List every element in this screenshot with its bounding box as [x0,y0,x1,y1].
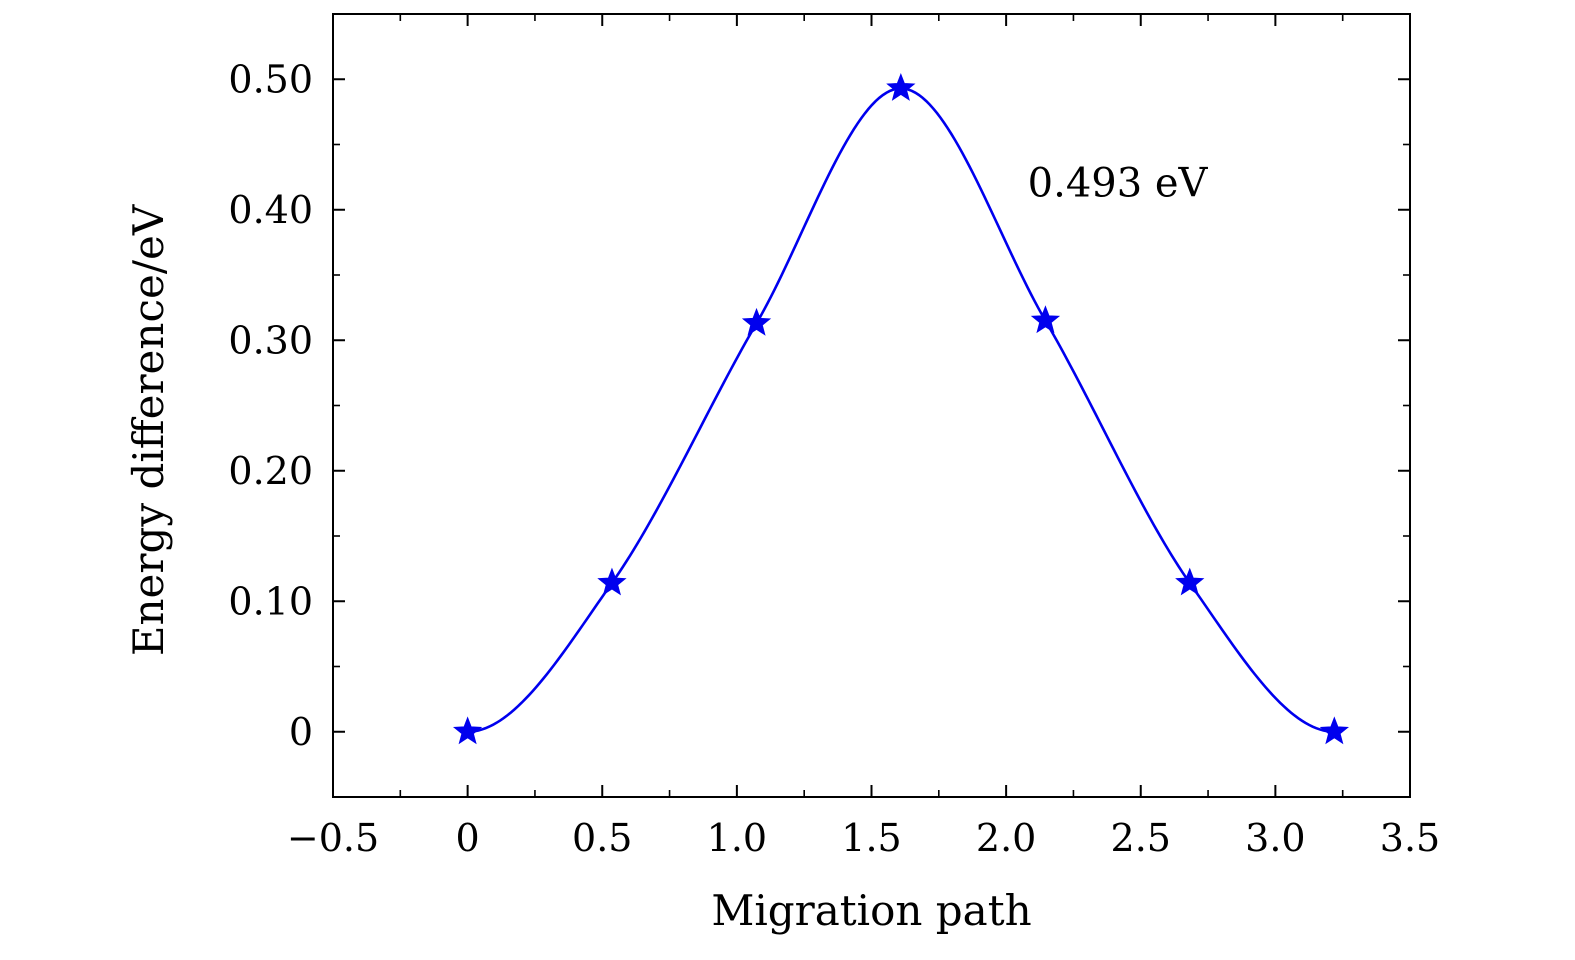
x-tick-label: 2.5 [1111,816,1171,860]
data-point-star [597,567,627,596]
peak-annotation: 0.493 eV [1028,161,1209,207]
y-axis-title: Energy difference/eV [124,204,173,656]
y-tick-label: 0.30 [228,318,313,362]
x-tick-label: 3.5 [1380,816,1440,860]
y-tick-label: 0.50 [228,57,313,101]
x-tick-label: −0.5 [287,816,379,860]
y-tick-label: 0 [289,710,313,754]
x-axis-title: Migration path [711,886,1031,935]
y-tick-label: 0.10 [228,579,313,623]
data-point-star [1319,716,1349,745]
x-tick-label: 3.0 [1245,816,1305,860]
data-point-star [452,716,483,745]
plot-frame [332,13,1411,798]
markers [452,73,1349,745]
data-point-star [886,73,916,101]
x-tick-labels: −0.5 0 0.5 1.0 1.5 2.0 2.5 3.0 3.5 [287,816,1440,860]
y-tick-label: 0.20 [228,449,313,493]
minor-ticks [333,13,1410,798]
data-point-star [1030,305,1061,334]
x-tick-label: 1.5 [841,816,901,860]
x-tick-label: 2.0 [976,816,1036,860]
y-tick-label: 0.40 [228,188,313,232]
y-tick-labels: 0 0.10 0.20 0.30 0.40 0.50 [228,57,313,754]
x-tick-label: 0 [456,816,480,860]
x-tick-label: 1.0 [707,816,767,860]
major-ticks [332,14,1411,797]
x-tick-label: 0.5 [572,816,632,860]
data-point-star [741,307,772,336]
data-point-star [1175,567,1205,596]
